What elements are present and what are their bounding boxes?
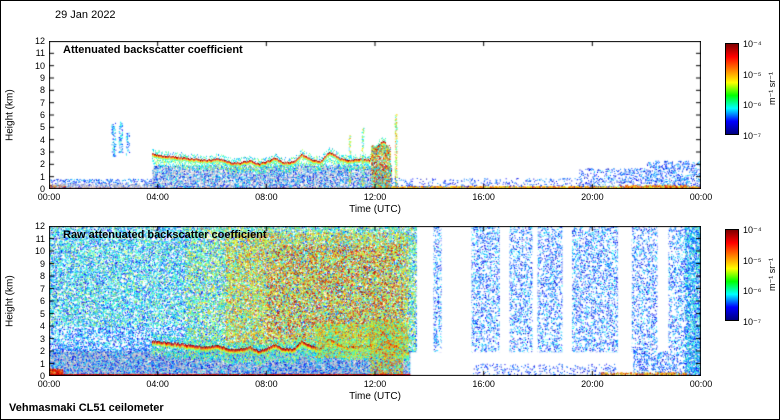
x-tick-label: 08:00: [255, 379, 278, 389]
y-tick-label: 12: [34, 36, 45, 46]
x-axis-label-time-top: Time (UTC): [349, 204, 401, 215]
y-tick-label: 8: [39, 271, 45, 281]
y-tick-label: 1: [39, 171, 45, 182]
y-tick-label: 4: [39, 321, 45, 331]
y-tick-label: 11: [35, 233, 45, 244]
y-tick-label: 10: [34, 60, 45, 71]
y-tick-label: 5: [39, 308, 45, 319]
x-tick-label: 00:00: [37, 379, 61, 389]
colorbar-bottom: [725, 229, 739, 321]
y-tick-label: 7: [39, 283, 45, 294]
x-tick-label: 16:00: [472, 379, 495, 389]
x-tick-label: 20:00: [581, 192, 604, 202]
y-tick-label: 0: [39, 371, 45, 381]
colorbar-top: [725, 43, 739, 135]
raw-attenuated-backscatter-heatmap: [49, 226, 701, 376]
panel-title-raw: Raw attenuated backscatter coefficient: [63, 229, 267, 241]
x-tick-label: 16:00: [472, 192, 495, 202]
attenuated-backscatter-heatmap: [49, 41, 701, 189]
x-tick-label: 00:00: [37, 192, 61, 202]
x-tick-label: 00:00: [689, 379, 713, 389]
y-tick-label: 0: [39, 184, 45, 194]
y-tick-label: 9: [39, 73, 45, 83]
x-tick-label: 12:00: [363, 192, 387, 202]
y-tick-label: 11: [35, 48, 45, 59]
y-tick-label: 3: [39, 333, 45, 344]
panel-title-attenuated: Attenuated backscatter coefficient: [63, 44, 243, 56]
colorbar-tick-label: 10⁻⁴: [743, 39, 762, 49]
y-tick-label: 2: [39, 159, 45, 170]
y-tick-label: 5: [39, 122, 45, 133]
x-axis-label-time-bottom: Time (UTC): [349, 391, 401, 402]
date-label: 29 Jan 2022: [55, 9, 116, 21]
y-tick-label: 9: [39, 258, 45, 269]
x-tick-label: 08:00: [255, 192, 278, 202]
y-tick-label: 7: [39, 97, 45, 108]
colorbar-tick-label: 10⁻⁶: [743, 100, 762, 111]
y-tick-label: 6: [39, 110, 45, 120]
x-tick-label: 00:00: [689, 192, 713, 202]
y-tick-label: 8: [39, 85, 45, 96]
y-tick-label: 6: [39, 296, 45, 306]
x-tick-label: 12:00: [363, 379, 387, 389]
y-tick-label: 4: [39, 134, 45, 145]
colorbar-unit-label: m⁻¹ sr⁻¹: [767, 72, 777, 106]
colorbar-tick-label: 10⁻⁷: [743, 131, 762, 141]
x-tick-label: 04:00: [146, 379, 169, 389]
instrument-label: Vehmasmaki CL51 ceilometer: [9, 402, 164, 414]
x-tick-label: 20:00: [581, 379, 604, 389]
colorbar-tick-label: 10⁻⁴: [743, 225, 762, 235]
x-tick-label: 04:00: [146, 192, 169, 202]
colorbar-tick-label: 10⁻⁵: [743, 69, 762, 80]
y-tick-label: 1: [39, 358, 45, 369]
y-tick-label: 10: [34, 246, 45, 256]
y-tick-label: 2: [39, 346, 45, 356]
y-axis-label-height-bottom: Height (km): [4, 275, 16, 327]
colorbar-unit-label: m⁻¹ sr⁻¹: [767, 258, 777, 292]
y-axis-label-height-top: Height (km): [4, 89, 16, 141]
colorbar-tick-label: 10⁻⁷: [743, 317, 762, 327]
colorbar-tick-label: 10⁻⁶: [743, 286, 762, 297]
colorbar-tick-label: 10⁻⁵: [743, 255, 762, 266]
y-tick-label: 12: [34, 221, 45, 231]
y-tick-label: 3: [39, 147, 45, 157]
